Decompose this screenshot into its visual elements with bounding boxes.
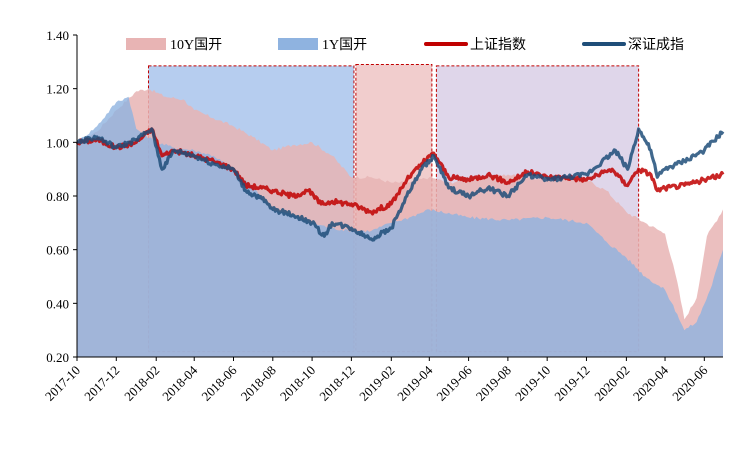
x-tick-label: 2018-04 [159, 362, 201, 404]
x-tick-label: 2019-06 [433, 362, 475, 404]
line-shenzhen-index [76, 127, 725, 242]
y-tick-label: 1.40 [46, 28, 69, 43]
y-tick-label: 1.00 [46, 135, 69, 150]
legend-swatch-1 [126, 38, 166, 50]
x-tick-label: 2018-08 [238, 363, 279, 404]
x-tick-label: 2017-10 [42, 363, 83, 404]
legend: 10Y国开 1Y国开 上证指数 深证成指 [126, 37, 684, 53]
x-tick-label: 2020-04 [630, 362, 672, 404]
x-tick-label: 2017-12 [81, 363, 122, 404]
y-tick-label: 0.40 [46, 296, 69, 311]
area-1y [77, 96, 723, 357]
legend-label-3: 上证指数 [470, 37, 526, 53]
x-tick-label: 2018-12 [316, 363, 357, 404]
x-tick-label: 2019-08 [473, 363, 514, 404]
legend-label-1: 10Y国开 [170, 38, 222, 53]
y-tick-label: 1.20 [46, 82, 69, 97]
legend-label-2: 1Y国开 [322, 38, 367, 53]
y-tick-label: 0.60 [46, 243, 69, 258]
x-tick-label: 2018-10 [277, 363, 318, 404]
x-tick-label: 2018-02 [121, 363, 162, 404]
y-tick-label: 0.20 [46, 350, 69, 365]
x-tick-label: 2018-06 [198, 362, 240, 404]
area-series [77, 88, 723, 357]
x-tick-label: 2019-02 [356, 363, 397, 404]
y-tick-label: 0.80 [46, 189, 69, 204]
x-tick-label: 2019-12 [551, 363, 592, 404]
x-tick-label: 2020-06 [669, 362, 711, 404]
legend-swatch-2 [278, 38, 318, 50]
x-tick-label: 2020-02 [591, 363, 632, 404]
line-series [75, 127, 725, 242]
x-tick-label: 2019-10 [512, 363, 553, 404]
legend-label-4: 深证成指 [628, 37, 684, 53]
x-tick-label: 2019-04 [394, 362, 436, 404]
